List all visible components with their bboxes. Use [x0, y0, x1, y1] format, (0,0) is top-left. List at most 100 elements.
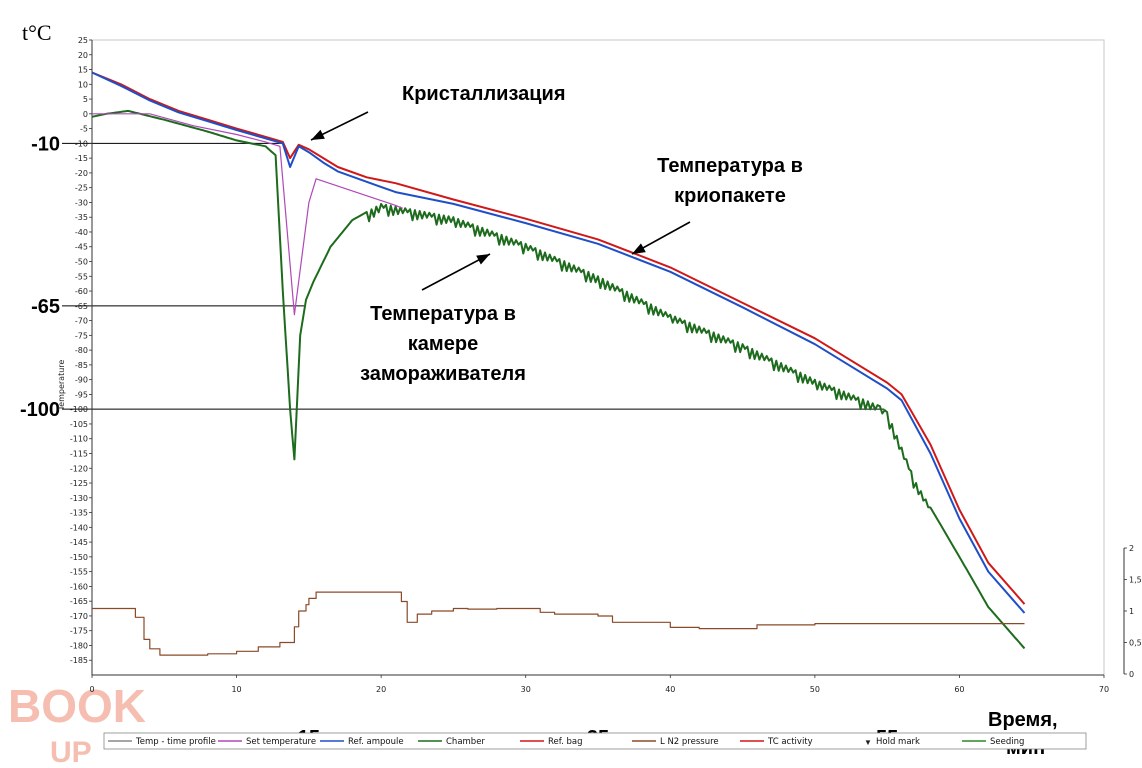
series-lines — [91, 71, 1026, 656]
series-line-chamber — [91, 109, 1026, 650]
y-tick-label: -40 — [75, 228, 88, 237]
y-tick-label: -10 — [75, 139, 88, 148]
legend-marker-hold: ▼ — [864, 738, 872, 747]
y-tick-label: -185 — [70, 656, 88, 665]
y2-tick-label: 0,5 — [1129, 639, 1142, 648]
legend-label: TC activity — [767, 737, 813, 747]
series-line-set-temperature — [92, 113, 404, 316]
y-tick-label: -50 — [75, 258, 88, 267]
legend-label: Temp - time profile — [135, 737, 216, 747]
series-line-ref-bag — [91, 71, 1026, 605]
x-tick-label: 60 — [954, 685, 964, 694]
legend-label: Set temperature — [246, 737, 316, 747]
y-tick-label: -170 — [70, 612, 88, 621]
legend-label: Hold mark — [876, 737, 920, 747]
series-line-ref-ampoule — [91, 71, 1026, 614]
y2-tick-labels: 0 0,5 1 1,5 2 — [1124, 544, 1142, 679]
y-tick-label: -155 — [70, 568, 88, 577]
y-tick-label: -20 — [75, 169, 88, 178]
y-tick-label: -75 — [75, 331, 88, 340]
y-tick-label: 5 — [83, 95, 88, 104]
annotation-arrow-head — [476, 254, 490, 265]
legend-label: L N2 pressure — [660, 737, 719, 747]
y-tick-label: -125 — [70, 479, 88, 488]
annotation-text: замораживателя — [360, 363, 526, 385]
big-y-label: -10 — [31, 133, 60, 155]
y2-tick-label: 1,5 — [1129, 576, 1142, 585]
y-tick-label: -140 — [70, 523, 88, 532]
y-tick-label: -105 — [70, 420, 88, 429]
annotation-arrow-head — [311, 129, 325, 140]
annotation-text: Кристаллизация — [402, 83, 566, 105]
y2-tick-label: 0 — [1129, 670, 1134, 679]
series-line-l-n2-pressure — [92, 591, 1025, 656]
legend-label: Ref. bag — [548, 737, 583, 747]
y-tick-label: -35 — [75, 213, 88, 222]
y-axis-title: Temperature — [57, 360, 66, 412]
axes — [91, 40, 1125, 676]
y-tick-label: -130 — [70, 494, 88, 503]
x-axis-title-line1: Время, — [988, 709, 1058, 731]
x-tick-label: 40 — [665, 685, 675, 694]
y-tick-label: -60 — [75, 287, 88, 296]
x-tick-label: 70 — [1099, 685, 1109, 694]
legend: Temp - time profile Set temperature Ref. a… — [103, 732, 1087, 750]
y-tick-label: -120 — [70, 464, 88, 473]
y-tick-label: -115 — [70, 449, 88, 458]
x-tick-label: 10 — [231, 685, 241, 694]
big-y-label: -100 — [20, 399, 60, 421]
y-tick-labels: 25 20 15 10 5 0 -5 -10 -15 -20 -25 -30 -35 -40 -45 -50 -… — [70, 36, 92, 665]
x-tick-label: 20 — [376, 685, 386, 694]
x-tick-labels: 0 10 20 30 40 50 60 70 — [89, 675, 1109, 694]
legend-label: Ref. ampoule — [348, 737, 404, 747]
y-tick-label: -180 — [70, 641, 88, 650]
big-y-label: -65 — [31, 296, 60, 318]
watermark: BOOK UP — [8, 680, 146, 768]
y-tick-label: 10 — [78, 80, 88, 89]
y-tick-label: 15 — [78, 66, 88, 75]
y-tick-label: -135 — [70, 509, 88, 518]
y-tick-label: -45 — [75, 243, 88, 252]
y-tick-label: -100 — [70, 405, 88, 414]
x-tick-label: 50 — [810, 685, 820, 694]
y-tick-label: -85 — [75, 361, 88, 370]
annotation-text: Температура в — [657, 155, 803, 177]
y-tick-label: -30 — [75, 198, 88, 207]
y-tick-label: -110 — [70, 435, 88, 444]
x-tick-label: 30 — [521, 685, 531, 694]
annotation-text: камере — [408, 333, 478, 355]
y-tick-label: 20 — [78, 51, 88, 60]
x-tick-label: 0 — [89, 685, 94, 694]
y-tick-label: -65 — [75, 302, 88, 311]
y-tick-label: -15 — [75, 154, 88, 163]
y-tick-label: -55 — [75, 272, 88, 281]
y-tick-label: -5 — [80, 125, 88, 134]
plot-frame — [91, 39, 1105, 676]
legend-box — [103, 732, 1087, 750]
y-tick-label: 0 — [83, 110, 88, 119]
y-tick-label: -70 — [75, 317, 88, 326]
annotation-arrow-head — [632, 243, 646, 254]
annotation-text: криопакете — [674, 185, 786, 207]
annotation-text: Температура в — [370, 303, 516, 325]
y-tick-label: -90 — [75, 376, 88, 385]
y-tick-label: -150 — [70, 553, 88, 562]
y-tick-label: -165 — [70, 597, 88, 606]
y-tick-label: -160 — [70, 582, 88, 591]
y-tick-label: -80 — [75, 346, 88, 355]
legend-label: Chamber — [446, 737, 485, 747]
annotations: Кристаллизация Температура в криопакете Тем… — [310, 83, 803, 385]
y2-tick-label: 1 — [1129, 607, 1134, 616]
y-tick-label: -175 — [70, 627, 88, 636]
y-tick-label: -25 — [75, 184, 88, 193]
y2-tick-label: 2 — [1129, 544, 1134, 553]
y-tick-label: 25 — [78, 36, 88, 45]
big-labels: -10-65-100153555 — [20, 133, 898, 749]
y-tick-label: -145 — [70, 538, 88, 547]
watermark-line2: UP — [50, 736, 92, 768]
legend-label: Seeding — [990, 737, 1024, 747]
y-tick-label: -95 — [75, 390, 88, 399]
unit-label: t°C — [22, 20, 52, 45]
watermark-line1: BOOK — [8, 680, 146, 732]
